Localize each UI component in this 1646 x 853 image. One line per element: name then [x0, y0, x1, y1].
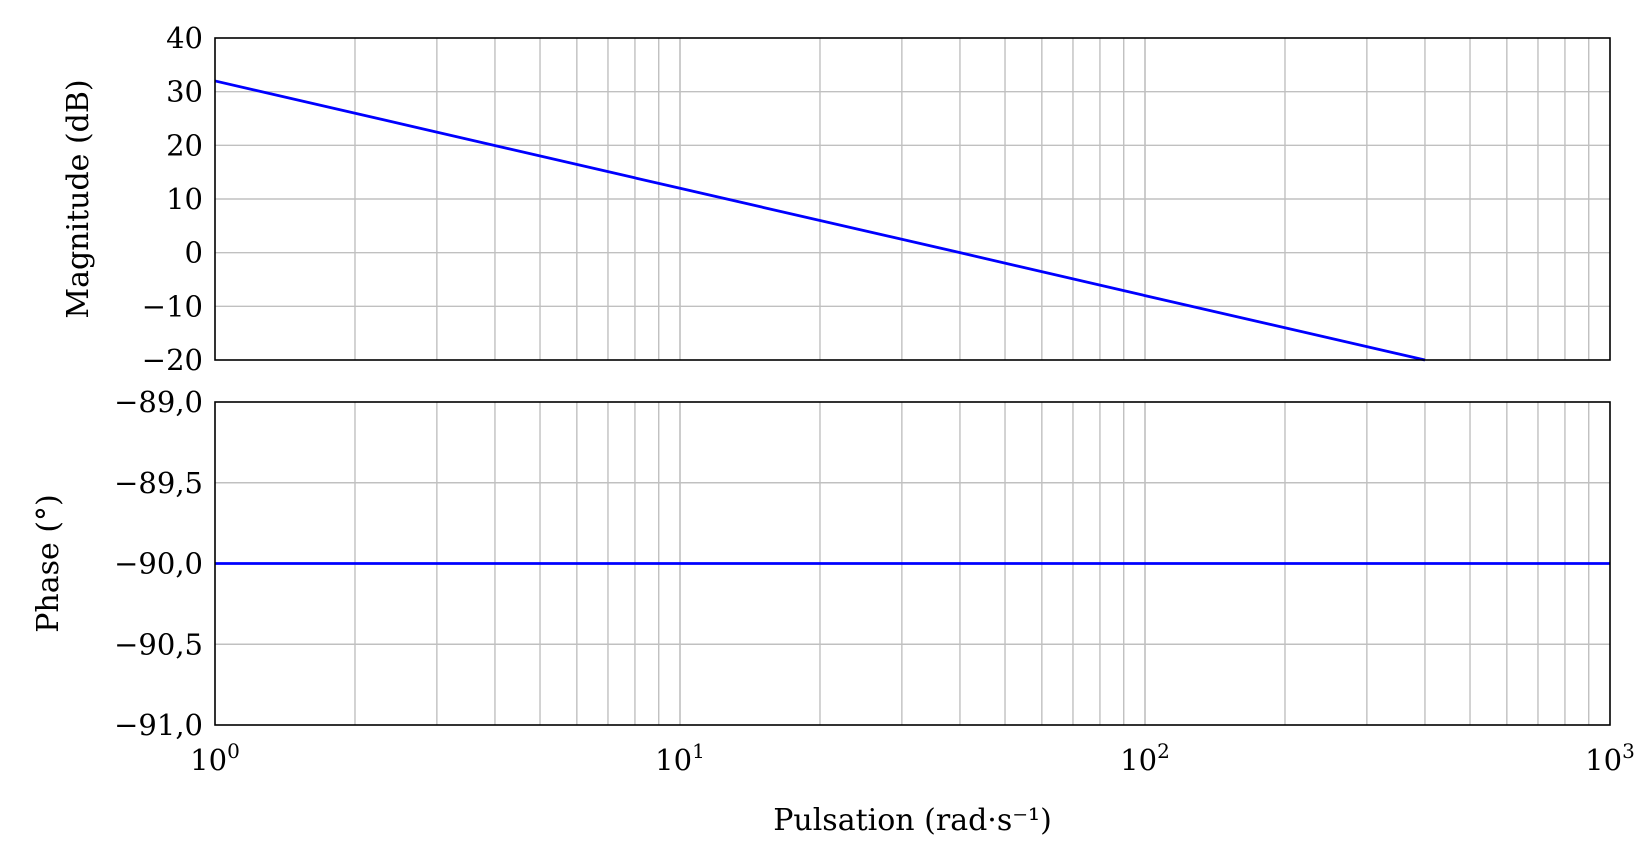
y-tick-label: −90,0 — [114, 547, 203, 581]
phase-panel: −91,0 −90,5 −90,0 −89,5 −89,0 Phase (°) — [31, 385, 1610, 742]
phase-y-axis-label: Phase (°) — [31, 494, 66, 633]
x-tick-label: 100 — [190, 739, 240, 777]
x-tick-label: 101 — [655, 739, 705, 777]
magnitude-y-ticks: −20 −10 0 10 20 30 40 — [142, 21, 203, 377]
magnitude-grid — [215, 38, 1610, 360]
y-tick-label: 10 — [166, 182, 203, 216]
y-tick-label: −20 — [142, 343, 203, 377]
x-tick-labels: 100 101 102 103 — [190, 739, 1635, 777]
x-axis-label: Pulsation (rad·s⁻¹) — [773, 803, 1052, 838]
magnitude-panel: −20 −10 0 10 20 30 40 Magnitude (dB) — [61, 21, 1610, 377]
y-tick-label: −89,0 — [114, 385, 203, 419]
y-tick-label: −90,5 — [114, 627, 203, 661]
x-tick-label: 103 — [1585, 739, 1635, 777]
y-tick-label: −91,0 — [114, 708, 203, 742]
phase-y-ticks: −91,0 −90,5 −90,0 −89,5 −89,0 — [114, 385, 203, 742]
magnitude-y-axis-label: Magnitude (dB) — [61, 79, 96, 318]
y-tick-label: 0 — [185, 236, 203, 270]
y-tick-label: −10 — [142, 289, 203, 323]
y-tick-label: 30 — [166, 75, 203, 109]
y-tick-label: −89,5 — [114, 466, 203, 500]
x-tick-label: 102 — [1120, 739, 1170, 777]
y-tick-label: 20 — [166, 128, 203, 162]
y-tick-label: 40 — [166, 21, 203, 55]
